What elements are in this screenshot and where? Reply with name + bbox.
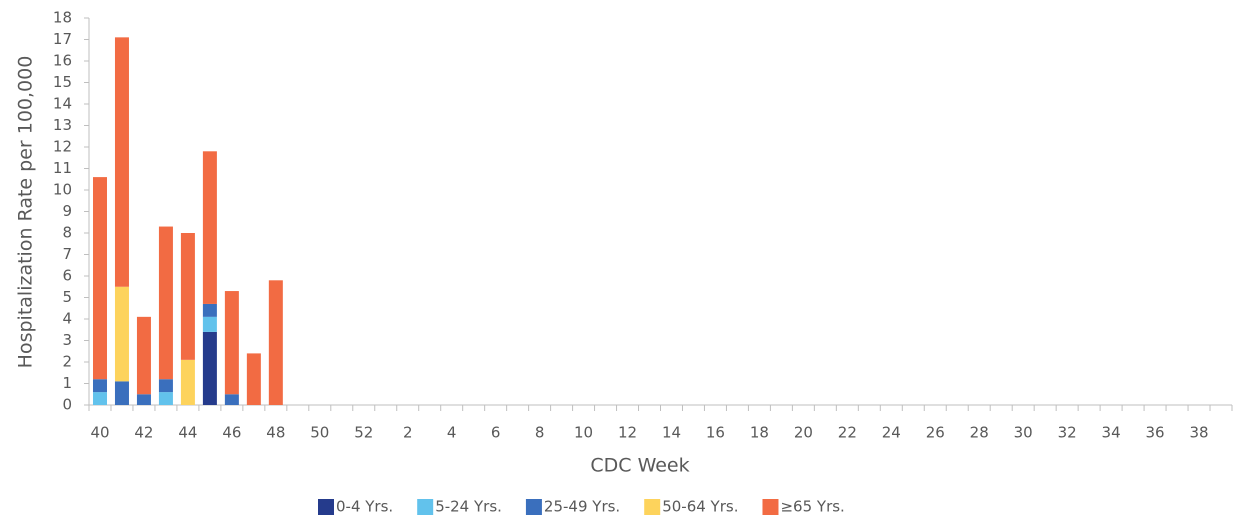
bar-segment: [202, 316, 217, 332]
legend-label: ≥65 Yrs.: [780, 498, 844, 516]
x-tick-label: 6: [491, 424, 501, 442]
x-tick-label: 8: [535, 424, 545, 442]
bar-segment: [92, 177, 107, 380]
x-tick-label: 38: [1189, 424, 1208, 442]
y-tick-label: 18: [53, 9, 72, 27]
x-tick-label: 40: [90, 424, 109, 442]
bar-segment: [114, 381, 129, 405]
bar-segment: [114, 37, 129, 287]
y-tick-label: 6: [62, 267, 72, 285]
x-tick-label: 48: [266, 424, 285, 442]
x-tick-label: 28: [970, 424, 989, 442]
x-tick-label: 30: [1014, 424, 1033, 442]
bar-segment: [136, 394, 151, 405]
x-tick-label: 32: [1058, 424, 1077, 442]
bar-segment: [268, 280, 283, 405]
x-tick-label: 16: [706, 424, 725, 442]
y-tick-label: 16: [53, 52, 72, 70]
legend-swatch: [318, 499, 334, 515]
x-tick-label: 26: [926, 424, 945, 442]
legend-label: 25-49 Yrs.: [544, 498, 620, 516]
x-axis-title: CDC Week: [590, 455, 689, 477]
bar-segment: [202, 151, 217, 304]
y-tick-label: 14: [53, 95, 72, 113]
bar-segment: [158, 379, 173, 393]
y-tick-label: 2: [62, 353, 72, 371]
bar-segment: [92, 392, 107, 405]
bar-segment: [114, 286, 129, 382]
bar-segment: [158, 226, 173, 380]
legend-label: 0-4 Yrs.: [336, 498, 393, 516]
legend-label: 50-64 Yrs.: [662, 498, 738, 516]
legend-swatch: [417, 499, 434, 515]
x-tick-label: 50: [310, 424, 329, 442]
y-tick-label: 4: [62, 310, 72, 328]
y-tick-label: 8: [62, 224, 72, 242]
bar-segment: [202, 331, 217, 405]
x-tick-label: 20: [794, 424, 813, 442]
bar-segment: [136, 316, 151, 395]
legend-swatch: [525, 499, 542, 515]
bar-segment: [202, 303, 217, 317]
bar-segment: [224, 394, 239, 405]
bar-segment: [180, 359, 195, 405]
bar-segment: [224, 291, 239, 395]
x-tick-label: 18: [750, 424, 769, 442]
x-tick-label: 44: [178, 424, 197, 442]
legend-swatch: [644, 499, 661, 515]
y-tick-label: 3: [62, 331, 72, 349]
x-tick-label: 24: [882, 424, 901, 442]
x-tick-label: 42: [134, 424, 153, 442]
x-tick-label: 36: [1146, 424, 1165, 442]
bar-segment: [180, 233, 195, 360]
x-tick-label: 52: [354, 424, 373, 442]
legend-swatch: [762, 499, 779, 515]
y-tick-label: 12: [53, 138, 72, 156]
x-tick-label: 14: [662, 424, 681, 442]
y-tick-label: 10: [53, 181, 72, 199]
y-tick-label: 11: [53, 159, 72, 177]
y-tick-label: 13: [53, 116, 72, 134]
x-tick-label: 10: [574, 424, 593, 442]
bar-segment: [158, 392, 173, 405]
y-tick-label: 9: [62, 202, 72, 220]
x-tick-label: 12: [618, 424, 637, 442]
x-tick-label: 4: [447, 424, 457, 442]
bar-segment: [92, 379, 107, 393]
x-tick-label: 22: [838, 424, 857, 442]
y-tick-label: 17: [53, 30, 72, 48]
y-tick-label: 0: [62, 396, 72, 414]
y-tick-label: 15: [53, 73, 72, 91]
y-tick-label: 7: [62, 245, 72, 263]
bar-segment: [246, 353, 261, 405]
legend-label: 5-24 Yrs.: [435, 498, 502, 516]
x-tick-label: 46: [222, 424, 241, 442]
y-tick-label: 1: [62, 374, 72, 392]
y-axis-title: Hospitalization Rate per 100,000: [15, 56, 37, 369]
y-tick-label: 5: [62, 288, 72, 306]
x-tick-label: 34: [1102, 424, 1121, 442]
x-tick-label: 2: [403, 424, 413, 442]
